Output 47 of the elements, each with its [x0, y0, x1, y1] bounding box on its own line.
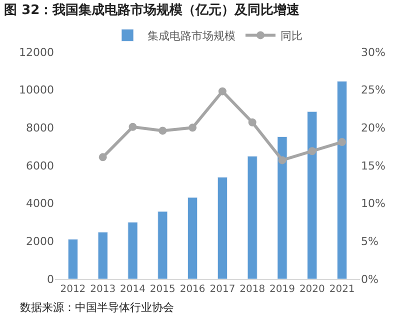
x-tick-label: 2020: [299, 284, 325, 295]
point: [158, 126, 167, 135]
y-tick-label: 8000: [26, 122, 54, 135]
legend-label: 集成电路市场规模: [148, 30, 236, 43]
y-tick-label: 0: [47, 272, 54, 286]
point: [278, 156, 286, 164]
point: [338, 138, 346, 146]
legend-label: 同比: [280, 30, 302, 43]
bar: [98, 232, 108, 279]
point: [308, 147, 316, 156]
bar: [158, 211, 168, 279]
y-tick-label: 12000: [19, 46, 54, 59]
point: [98, 153, 107, 162]
x-tick-label: 2018: [240, 284, 266, 295]
chart-title: 图 32：我国集成电路市场规模（亿元）及同比增速: [4, 2, 301, 18]
bar: [247, 156, 258, 279]
bar: [337, 81, 348, 279]
y-tick-label: 10000: [19, 84, 54, 97]
x-tick-label: 2017: [210, 284, 236, 295]
x-tick-label: 2021: [329, 284, 355, 295]
y2-tick-label: 5%: [361, 235, 378, 248]
bar: [217, 176, 228, 279]
bar: [188, 197, 198, 279]
bar: [307, 111, 318, 279]
bar: [277, 136, 288, 279]
x-tick-label: 2016: [180, 284, 206, 295]
bar: [128, 222, 138, 279]
y2-tick-label: 0%: [361, 272, 378, 286]
point: [248, 118, 256, 126]
point: [128, 122, 137, 131]
y-tick-label: 6000: [26, 159, 54, 172]
source-note: 数据来源：中国半导体行业协会: [20, 301, 174, 314]
x-tick-label: 2014: [120, 284, 146, 295]
x-tick-label: 2015: [150, 284, 176, 295]
y2-tick-label: 30%: [361, 46, 386, 59]
y2-tick-label: 10%: [361, 197, 386, 210]
y2-tick-label: 15%: [361, 159, 386, 172]
y-tick-label: 4000: [26, 197, 54, 210]
y2-tick-label: 25%: [361, 84, 386, 97]
y-tick-label: 2000: [26, 235, 54, 248]
point: [188, 124, 197, 132]
x-tick-label: 2019: [270, 284, 295, 295]
x-tick-label: 2013: [90, 284, 116, 295]
bar: [68, 239, 78, 279]
x-tick-label: 2012: [60, 284, 86, 295]
point: [218, 87, 226, 96]
y2-tick-label: 20%: [361, 122, 386, 135]
